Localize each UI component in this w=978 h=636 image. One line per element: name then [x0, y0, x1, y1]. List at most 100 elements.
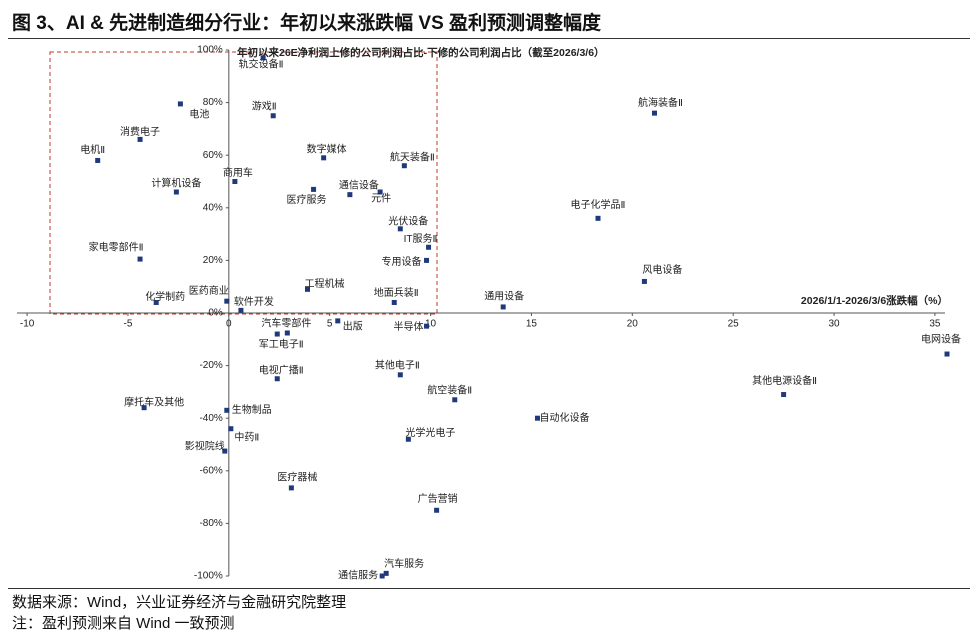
point	[284, 330, 290, 336]
point	[405, 436, 411, 442]
point-label: 其他电子Ⅱ	[375, 358, 420, 371]
point	[305, 286, 311, 292]
point-label: 航天装备Ⅱ	[390, 150, 435, 163]
point	[141, 405, 147, 411]
point-label: 中药Ⅱ	[234, 430, 259, 443]
point	[224, 407, 230, 413]
point-label: 风电设备	[642, 263, 682, 276]
point-label: 摩托车及其他	[124, 395, 184, 408]
source: 数据来源：Wind，兴业证券经济与金融研究院整理	[12, 594, 347, 611]
point	[397, 372, 403, 378]
point	[288, 485, 294, 491]
point	[401, 163, 407, 169]
point-label: 通信设备	[339, 178, 379, 191]
x-tick-label: 10	[425, 319, 437, 330]
y-tick-label: 40%	[203, 202, 223, 213]
highlight-box	[49, 51, 438, 315]
point-label: 军工电子Ⅱ	[259, 338, 304, 351]
point	[311, 186, 317, 192]
y-tick-label: 80%	[203, 97, 223, 108]
point-label: 工程机械	[305, 277, 345, 290]
point-label: 航空装备Ⅱ	[427, 383, 472, 396]
x-tick-label: 30	[828, 319, 840, 330]
point-label: 电机Ⅱ	[80, 143, 105, 156]
point	[391, 299, 397, 305]
x-tick-label: 0	[226, 319, 232, 330]
point	[426, 244, 432, 250]
point	[177, 101, 183, 107]
point-label: 软件开发	[234, 295, 274, 308]
point-label: 其他电源设备Ⅱ	[752, 374, 817, 387]
title: 图 3、AI & 先进制造细分行业：年初以来涨跌幅 VS 盈利预测调整幅度	[12, 13, 602, 34]
y-tick-label: 20%	[203, 255, 223, 266]
point-label: 光伏设备	[388, 214, 428, 227]
point	[153, 299, 159, 305]
point-label: 医疗器械	[277, 471, 317, 484]
x-tick-label: 15	[526, 319, 538, 330]
point-label: 地面兵装Ⅱ	[374, 286, 419, 299]
point-label: 自动化设备	[539, 411, 589, 424]
point	[222, 448, 228, 454]
point-label: 医药商业	[189, 284, 229, 297]
x-tick-label: 25	[728, 319, 740, 330]
x-tick-label: 35	[929, 319, 941, 330]
point-label: 光学光电子	[405, 426, 455, 439]
x-tick-label: -10	[20, 319, 35, 330]
point	[781, 392, 787, 398]
point	[228, 426, 234, 432]
point-label: 影视院线	[185, 440, 225, 453]
point	[238, 307, 244, 313]
point-label: 生物制品	[232, 403, 272, 416]
point	[270, 113, 276, 119]
point-label: 医疗服务	[287, 193, 327, 206]
point-label: 消费电子	[120, 125, 160, 138]
point	[137, 256, 143, 262]
chart: 年初以来26E净利润上修的公司利润占比-下修的公司利润占比（截至2026/3/6…	[17, 45, 961, 582]
y-tick-label: -100%	[194, 571, 223, 582]
point	[383, 570, 389, 576]
footer-rule	[8, 588, 970, 589]
point	[500, 304, 506, 310]
point	[274, 331, 280, 337]
point	[424, 323, 430, 329]
point	[232, 179, 238, 184]
point	[137, 136, 143, 142]
point	[452, 397, 458, 403]
point-label: 游戏Ⅱ	[252, 99, 277, 112]
y-tick-label: -20%	[199, 360, 222, 371]
y-axis-label: 年初以来26E净利润上修的公司利润占比-下修的公司利润占比（截至2026/3/6…	[237, 46, 605, 59]
point-label: 出版	[343, 320, 363, 333]
point-label: 汽车服务	[384, 557, 424, 570]
point	[321, 155, 327, 161]
point-label: 通信服务	[338, 569, 378, 582]
point	[534, 415, 540, 421]
x-tick-label: 5	[327, 319, 333, 330]
point	[424, 257, 430, 263]
point-label: 轨交设备Ⅱ	[239, 58, 284, 71]
point	[595, 215, 601, 221]
y-tick-label: 0%	[208, 308, 223, 319]
x-tick-label: 20	[627, 319, 639, 330]
point	[95, 157, 101, 163]
point	[260, 55, 266, 61]
point-label: 数字媒体	[307, 142, 347, 155]
point	[274, 376, 280, 382]
point	[173, 189, 179, 195]
y-tick-label: -80%	[199, 518, 222, 529]
point-label: 电视广播Ⅱ	[259, 363, 304, 376]
point-label: 通用设备	[484, 290, 524, 303]
y-tick-label: -40%	[199, 413, 222, 424]
point-label: 计算机设备	[151, 177, 201, 190]
point-label: 电网设备	[921, 333, 961, 346]
point	[944, 351, 950, 357]
point-label: 化学制药	[145, 290, 185, 303]
point	[434, 507, 440, 513]
title-rule	[8, 38, 970, 39]
point-label: 广告营销	[418, 492, 458, 505]
point-label: 元件	[371, 193, 391, 205]
point-label: 半导体	[394, 320, 424, 333]
point	[379, 573, 385, 579]
y-tick-label: -60%	[199, 465, 222, 476]
point	[224, 298, 230, 304]
